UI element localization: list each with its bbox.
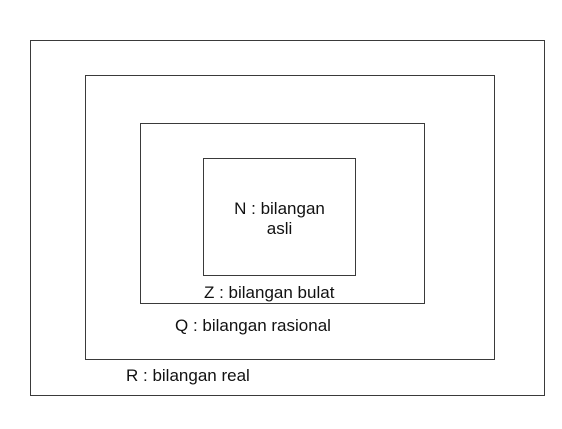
- set-natural-label-line2: asli: [266, 219, 293, 238]
- set-natural-label-line1: N : bilangan: [234, 199, 325, 218]
- set-rational-box: [85, 75, 495, 360]
- set-real-label: R : bilangan real: [126, 366, 250, 385]
- set-integer-label: Z : bilangan bulat: [204, 283, 335, 302]
- set-natural-label: N : bilangan asli: [203, 199, 356, 239]
- set-real-box: [30, 40, 545, 396]
- set-rational-label: Q : bilangan rasional: [175, 316, 331, 335]
- set-natural-box: [203, 158, 356, 276]
- set-integer-box: [140, 123, 425, 304]
